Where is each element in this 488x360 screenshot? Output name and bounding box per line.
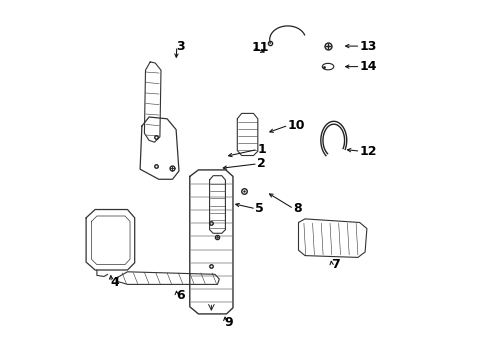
Text: 7: 7 [330,258,339,271]
Text: 4: 4 [110,276,119,289]
Text: 3: 3 [176,40,184,53]
Text: 14: 14 [359,60,376,73]
Text: 6: 6 [176,289,184,302]
Text: 9: 9 [224,316,233,329]
Text: 2: 2 [257,157,265,170]
Text: 13: 13 [359,40,376,53]
Text: 10: 10 [287,119,305,132]
Text: 11: 11 [251,41,269,54]
Text: 12: 12 [359,145,376,158]
Text: 5: 5 [255,202,264,215]
Text: 1: 1 [257,143,265,156]
Text: 8: 8 [292,202,301,215]
